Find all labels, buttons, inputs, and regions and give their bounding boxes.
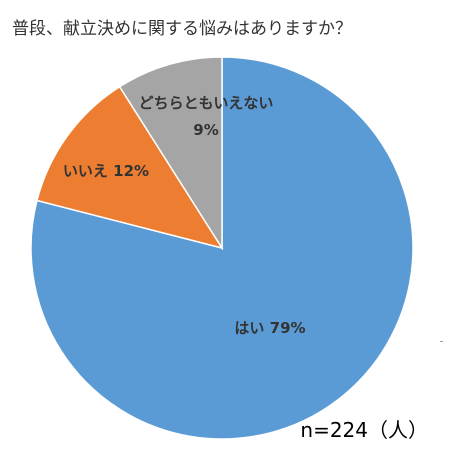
pie-slice-2 bbox=[36, 85, 224, 250]
sample-size-note: n=224（人） bbox=[300, 418, 428, 442]
pie-label-3: どちらともいえない 9% bbox=[139, 94, 274, 139]
pie-label-1: はい 79% bbox=[234, 319, 305, 337]
pie-label-2: いいえ 12% bbox=[63, 162, 149, 180]
edge-mark bbox=[440, 341, 443, 342]
pie-slice-3 bbox=[118, 56, 223, 251]
chart-title: 普段、献立決めに関する悩みはありますか？ bbox=[12, 19, 352, 39]
pie-slices bbox=[30, 56, 414, 440]
pie-labels: はい 79% いいえ 12% どちらともいえない 9% bbox=[63, 94, 306, 337]
pie-slice-1 bbox=[30, 56, 414, 440]
